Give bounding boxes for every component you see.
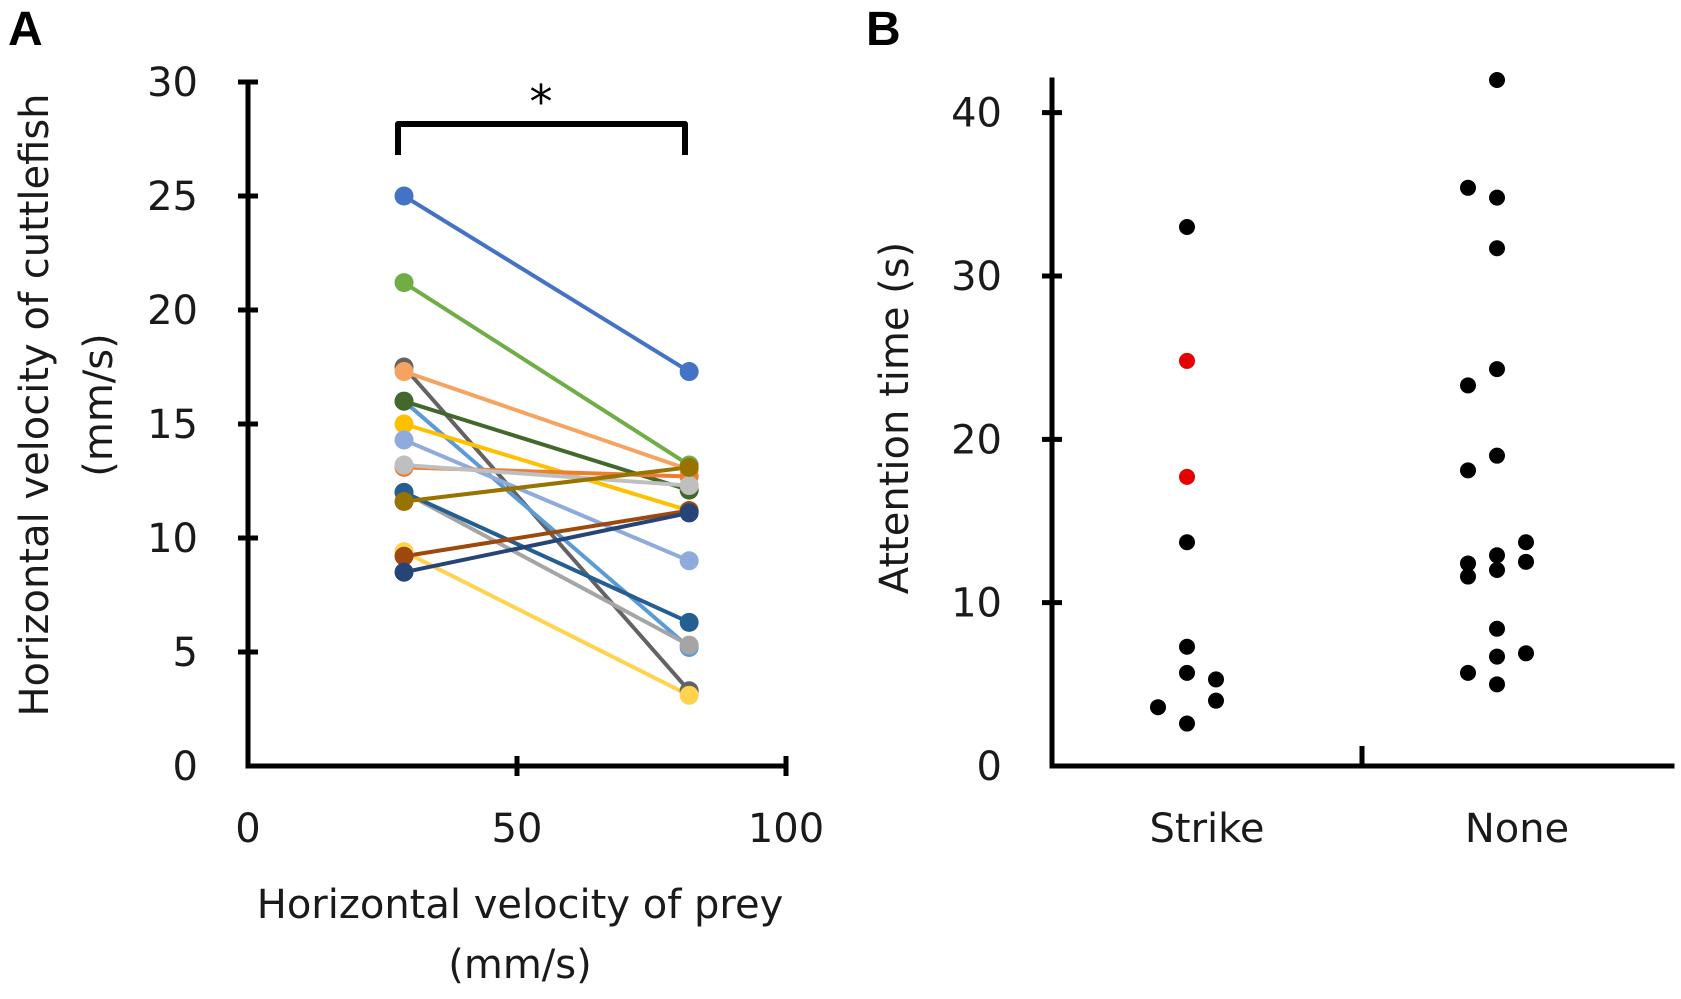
- significance-star: *: [530, 75, 553, 129]
- panel-b-ytick-label: 10: [951, 581, 1002, 627]
- series-line-7: [402, 422, 692, 513]
- series-line-1: [402, 194, 692, 374]
- panel-a-xtick-label: 0: [235, 806, 260, 852]
- panel-b-categories: Strike None: [1150, 806, 1570, 852]
- panel-b-point-strike: [1179, 664, 1195, 681]
- series-2-point-1: [394, 273, 414, 293]
- panel-b-point-strike: [1179, 715, 1195, 732]
- series-line-16: [402, 510, 692, 575]
- panel-a-axes: [245, 79, 789, 769]
- panel-b-point-none: [1489, 547, 1505, 564]
- panel-b-category-label: Strike: [1150, 806, 1265, 852]
- panel-b: B Attention time (s) 0 10 20 30 40 Strike Non…: [866, 3, 1675, 852]
- panel-b-category-label: None: [1465, 806, 1569, 852]
- panel-b-point-none: [1489, 620, 1505, 637]
- series-line-14: [402, 549, 692, 698]
- series-4-point-1: [394, 362, 414, 382]
- panel-a: A Horizontal velocity of cuttlefish (mm/…: [8, 3, 824, 988]
- series-15-point-1: [394, 546, 414, 566]
- series-line-3: [402, 365, 692, 693]
- series-line-10: [402, 463, 692, 488]
- panel-a-xtick-label: 50: [492, 806, 543, 852]
- panel-a-ytick-label: 0: [173, 744, 198, 790]
- series-line-4: [402, 369, 692, 472]
- panel-b-point-none: [1489, 648, 1505, 665]
- panel-b-ytick-label: 30: [951, 254, 1002, 300]
- series-line-13: [402, 465, 692, 504]
- panel-a-xtick-label: 100: [748, 806, 824, 852]
- panel-b-point-none: [1460, 179, 1476, 196]
- series-13-point-2: [679, 457, 699, 477]
- panel-b-point-strike: [1208, 671, 1224, 688]
- panel-b-point-none: [1489, 447, 1505, 464]
- series-11-point-2: [679, 635, 699, 655]
- panel-b-ylabel: Attention time (s): [872, 242, 918, 594]
- panel-b-ytick-label: 40: [951, 91, 1002, 137]
- panel-b-point-none: [1518, 553, 1534, 570]
- series-8-point-2: [679, 551, 699, 571]
- panel-b-point-strike: [1179, 219, 1195, 235]
- panel-b-point-none: [1460, 555, 1476, 572]
- series-line-5: [402, 399, 692, 650]
- series-16-point-1: [394, 562, 414, 582]
- panel-b-point-none: [1489, 562, 1505, 578]
- panel-a-x-ticks: 0 50 100: [235, 756, 824, 852]
- panel-a-ytick-label: 20: [147, 288, 198, 334]
- panel-b-ytick-label: 0: [977, 744, 1002, 790]
- series-10-point-2: [679, 476, 699, 496]
- series-12-point-2: [679, 612, 699, 632]
- panel-b-point-none: [1518, 645, 1534, 662]
- panel-b-points: [1150, 72, 1534, 732]
- panel-a-xlabel-line1: Horizontal velocity of prey: [257, 882, 784, 928]
- panel-b-point-strike: [1179, 534, 1195, 551]
- series-line-2: [402, 280, 692, 468]
- panel-b-point-strike-highlight: [1179, 468, 1195, 485]
- series-14-point-2: [679, 685, 699, 705]
- series-6-point-1: [394, 391, 414, 411]
- panel-b-point-strike: [1150, 699, 1166, 716]
- panel-b-point-strike: [1179, 638, 1195, 655]
- panel-b-y-ticks: 0 10 20 30 40: [951, 91, 1062, 790]
- panel-a-ytick-label: 5: [173, 630, 198, 676]
- panel-b-point-none: [1460, 377, 1476, 394]
- panel-b-point-none: [1489, 361, 1505, 378]
- panel-a-label: A: [8, 3, 43, 56]
- panel-b-axes: [1049, 77, 1675, 769]
- panel-b-point-none: [1489, 676, 1505, 693]
- panel-b-point-strike: [1208, 692, 1224, 709]
- panel-b-point-strike-highlight: [1179, 352, 1195, 369]
- panel-a-ytick-label: 10: [147, 516, 198, 562]
- series-line-8: [402, 437, 692, 563]
- series-line-11: [402, 490, 692, 648]
- panel-b-point-none: [1489, 72, 1505, 88]
- panel-b-point-none: [1489, 240, 1505, 257]
- series-1-point-2: [679, 362, 699, 382]
- panel-a-ylabel-line2: (mm/s): [76, 333, 122, 476]
- panel-a-ytick-label: 25: [147, 174, 198, 220]
- significance-bracket: [395, 121, 688, 155]
- series-13-point-1: [394, 492, 414, 512]
- panel-b-point-none: [1518, 534, 1534, 551]
- series-8-point-1: [394, 430, 414, 450]
- panel-b-ytick-label: 20: [951, 417, 1002, 463]
- panel-b-point-none: [1489, 189, 1505, 206]
- panel-b-label: B: [866, 3, 901, 56]
- series-line-15: [402, 508, 692, 559]
- panel-a-series-lines: [402, 194, 692, 698]
- panel-a-ylabel-line1: Horizontal velocity of cuttlefish: [12, 93, 58, 716]
- series-16-point-2: [679, 503, 699, 523]
- panel-b-point-none: [1460, 568, 1476, 585]
- panel-b-point-none: [1460, 462, 1476, 479]
- panel-a-xlabel-line2: (mm/s): [448, 942, 591, 988]
- series-10-point-1: [394, 455, 414, 475]
- series-7-point-1: [394, 414, 414, 434]
- panel-a-ytick-label: 15: [147, 402, 198, 448]
- panel-a-y-ticks: 0 5 10 15 20 25 30: [147, 60, 258, 790]
- panel-a-series-points: [394, 186, 699, 705]
- series-1-point-1: [394, 186, 414, 206]
- series-line-12: [402, 490, 692, 625]
- panel-b-point-none: [1460, 664, 1476, 681]
- panel-a-ytick-label: 30: [147, 60, 198, 106]
